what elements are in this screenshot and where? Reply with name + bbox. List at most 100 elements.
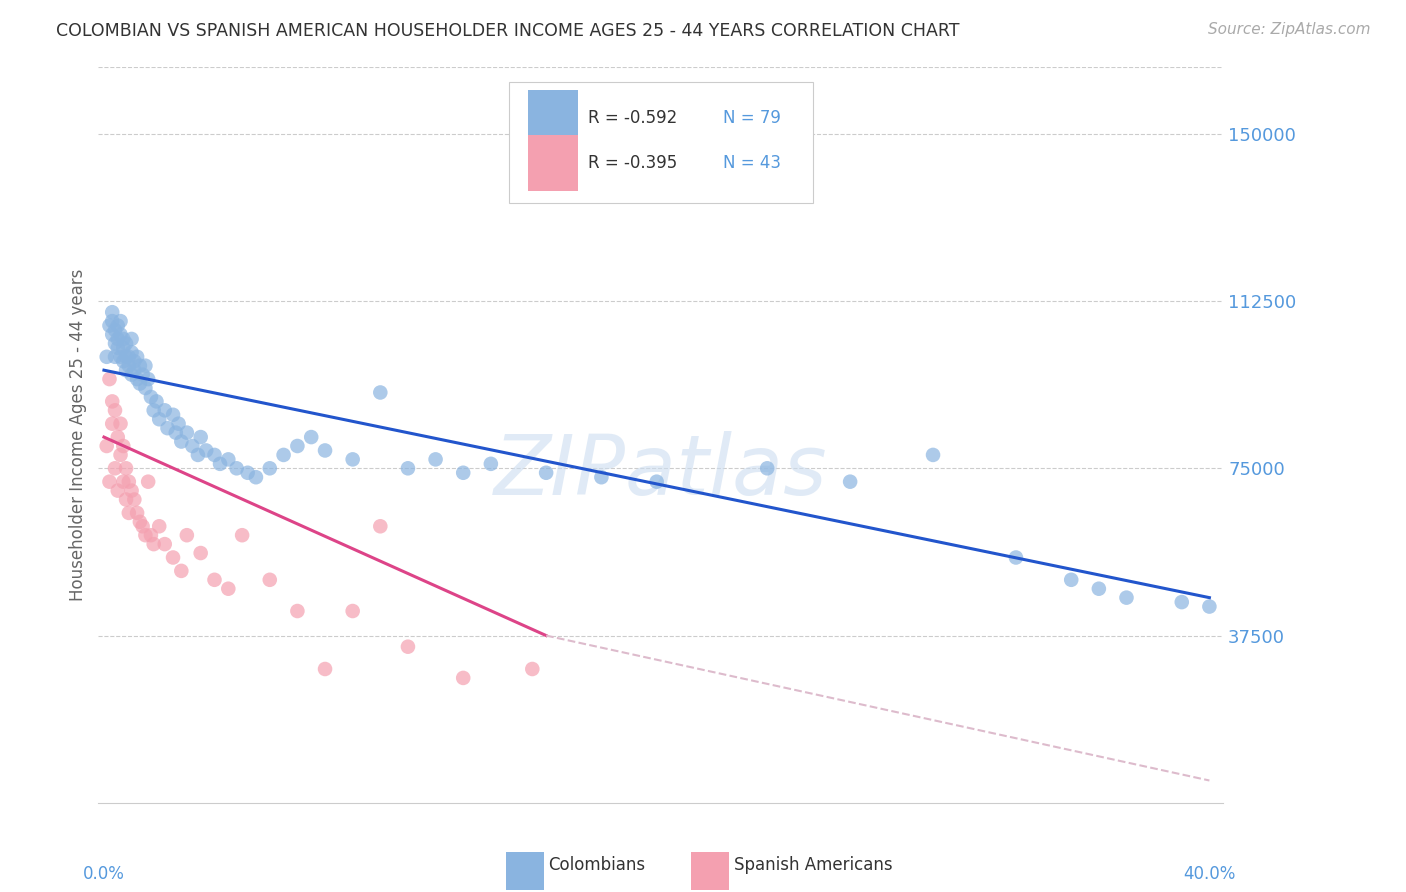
Point [1198,599,1220,614]
Point [451,671,474,685]
Point [1005,550,1028,565]
Text: Spanish Americans: Spanish Americans [734,856,893,874]
Point [131,368,153,382]
Point [96,439,118,453]
Point [112,354,135,368]
Point [479,457,502,471]
Point [176,425,198,440]
Text: Source: ZipAtlas.com: Source: ZipAtlas.com [1208,22,1371,37]
Text: ZIPatlas: ZIPatlas [494,431,828,512]
Point [299,430,322,444]
Text: R = -0.395: R = -0.395 [588,153,676,171]
Point [1060,573,1083,587]
Point [145,394,167,409]
Point [110,417,132,431]
Point [104,336,127,351]
Point [259,573,281,587]
Point [115,461,138,475]
Point [190,430,212,444]
FancyBboxPatch shape [529,90,578,146]
Point [167,417,190,431]
Point [115,350,138,364]
Text: N = 79: N = 79 [723,110,780,128]
Point [534,466,557,480]
Point [134,381,156,395]
Point [314,443,336,458]
Point [259,461,281,475]
Text: 0.0%: 0.0% [83,865,125,883]
Point [118,475,141,489]
Point [139,390,162,404]
Point [217,582,239,596]
Point [148,519,170,533]
FancyBboxPatch shape [506,852,544,889]
Point [98,475,121,489]
Point [451,466,474,480]
FancyBboxPatch shape [509,81,813,203]
Point [396,461,419,475]
Point [101,417,124,431]
Point [287,604,309,618]
Point [181,439,204,453]
Point [115,336,138,351]
Point [287,439,309,453]
Point [112,439,135,453]
Point [118,350,141,364]
Point [101,305,124,319]
Point [112,332,135,346]
Point [153,403,176,417]
Point [142,403,165,417]
Point [112,475,135,489]
Point [110,327,132,342]
Point [104,461,127,475]
Point [273,448,295,462]
Point [128,515,150,529]
Point [396,640,419,654]
Point [170,564,193,578]
FancyBboxPatch shape [692,852,730,889]
Point [127,350,149,364]
Point [204,448,226,462]
Point [425,452,447,467]
Point [128,376,150,391]
Point [98,318,121,333]
Point [96,350,118,364]
Point [368,385,391,400]
Point [342,604,364,618]
Point [112,341,135,355]
Point [245,470,267,484]
Point [118,359,141,373]
Point [127,506,149,520]
Point [118,506,141,520]
Point [204,573,226,587]
Text: 40.0%: 40.0% [1184,865,1236,883]
Point [148,412,170,426]
Point [121,368,143,382]
Point [107,430,129,444]
Point [162,408,184,422]
Point [136,372,159,386]
Point [124,363,146,377]
Point [142,537,165,551]
Point [153,537,176,551]
Point [170,434,193,449]
Point [104,323,127,337]
Point [195,443,218,458]
Text: R = -0.592: R = -0.592 [588,110,676,128]
Point [1088,582,1111,596]
Point [115,492,138,507]
Point [107,332,129,346]
Text: N = 43: N = 43 [723,153,780,171]
Point [1171,595,1194,609]
Point [110,314,132,328]
Point [839,475,862,489]
Point [208,457,231,471]
Point [231,528,253,542]
Text: Colombians: Colombians [548,856,645,874]
Point [101,394,124,409]
Point [121,332,143,346]
Point [156,421,179,435]
Point [922,448,945,462]
Point [107,483,129,498]
Point [110,448,132,462]
